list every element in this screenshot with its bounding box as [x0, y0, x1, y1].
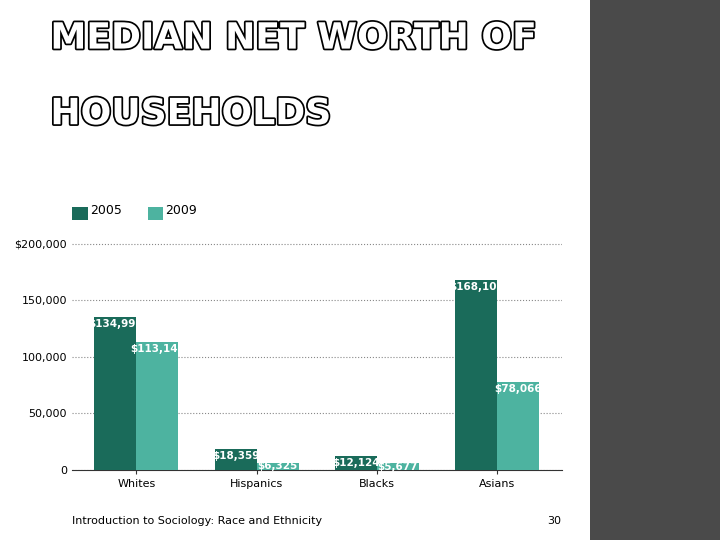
- Text: $168,103: $168,103: [449, 282, 503, 292]
- Bar: [455, 280, 498, 470]
- Bar: [256, 463, 299, 470]
- Bar: [335, 456, 377, 470]
- Text: 30: 30: [548, 516, 562, 526]
- Text: 2005: 2005: [90, 204, 122, 217]
- Text: Introduction to Sociology: Race and Ethnicity: Introduction to Sociology: Race and Ethn…: [72, 516, 322, 526]
- Text: $5,677: $5,677: [378, 462, 418, 471]
- Text: $113,149: $113,149: [130, 344, 185, 354]
- Text: $18,359: $18,359: [212, 451, 259, 461]
- Bar: [498, 382, 539, 470]
- Bar: [94, 317, 136, 470]
- Text: HOUSEHOLDS: HOUSEHOLDS: [50, 97, 332, 131]
- Text: $134,992: $134,992: [88, 320, 143, 329]
- Text: $6,325: $6,325: [258, 461, 298, 471]
- Text: MEDIAN NET WORTH OF: MEDIAN NET WORTH OF: [50, 22, 538, 56]
- Text: $78,066: $78,066: [495, 384, 542, 394]
- Bar: [136, 342, 179, 470]
- Bar: [377, 463, 419, 470]
- Bar: [215, 449, 256, 470]
- Text: $12,124: $12,124: [332, 458, 379, 468]
- Text: 2009: 2009: [166, 204, 197, 217]
